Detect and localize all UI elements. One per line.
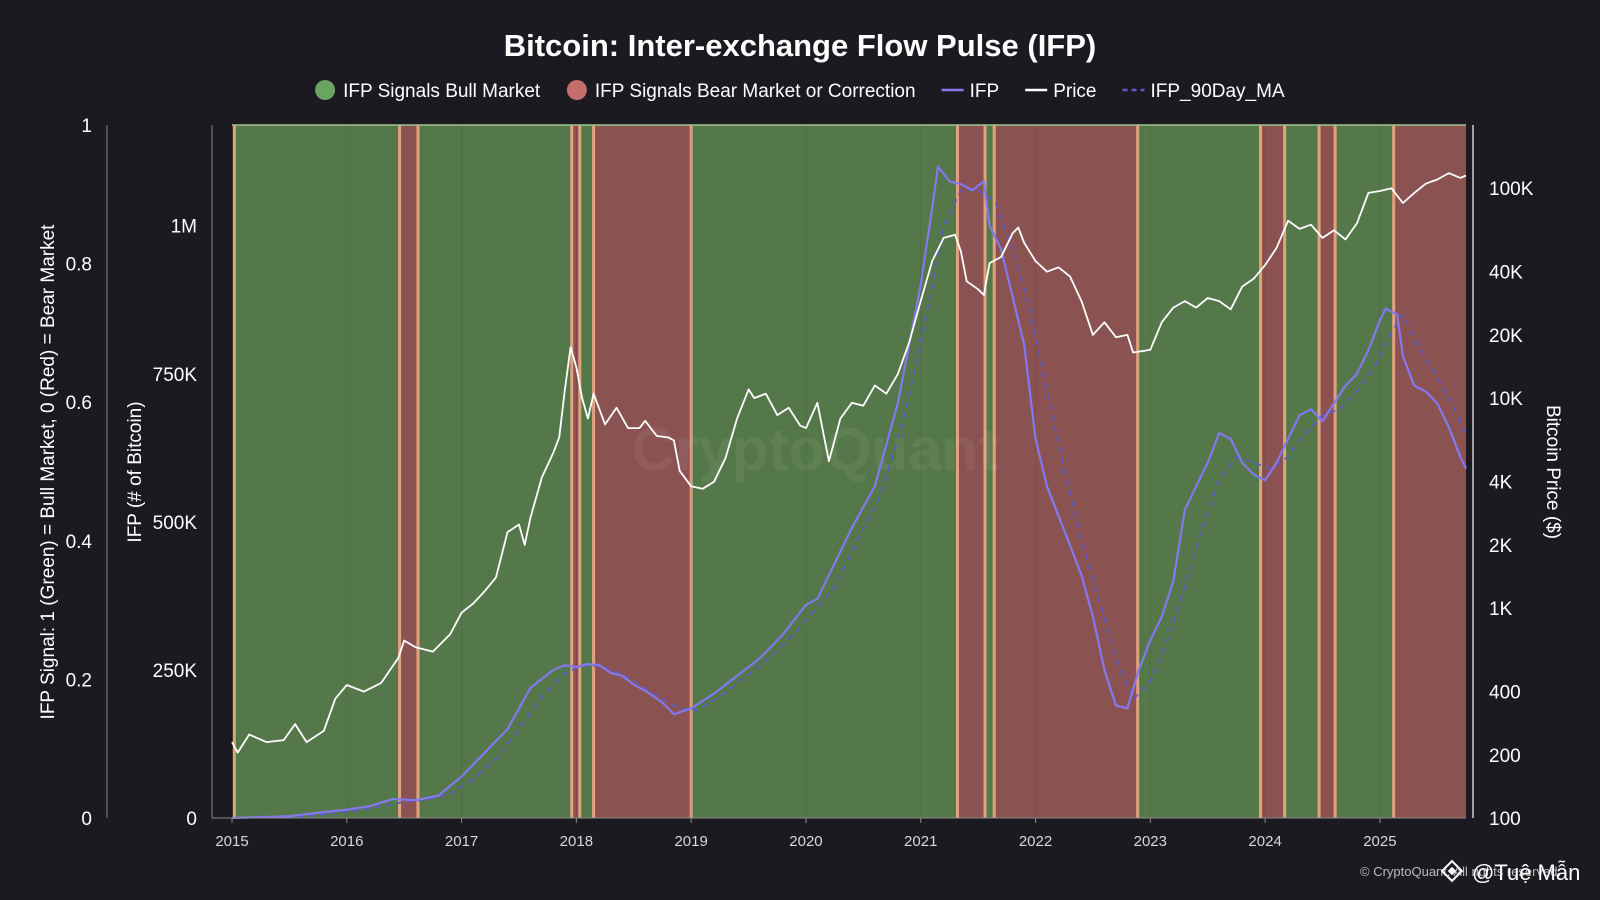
signal-axis-title: IFP Signal: 1 (Green) = Bull Market, 0 (…	[38, 224, 59, 720]
x-axis-ticks: 2015 2016 2017 2018 2019 2020 2021 2022 2023 2024…	[215, 818, 1397, 850]
legend-label: IFP Signals Bull Market	[343, 81, 541, 102]
signal-tick-label: 0.2	[66, 670, 92, 691]
series-lines	[231, 165, 1467, 820]
ifp-tick-label: 500K	[153, 513, 198, 534]
gridlines	[231, 125, 1381, 818]
price-tick-label: 100K	[1489, 179, 1534, 200]
legend-label: IFP	[970, 81, 1000, 102]
bull-band-0	[234, 125, 400, 818]
bull-band-12	[1284, 125, 1320, 818]
bull-band-4	[579, 125, 594, 818]
bull-band-8	[985, 125, 995, 818]
legend-item-1[interactable]: IFP Signals Bear Market or Correction	[566, 80, 916, 102]
signal-bands	[232, 124, 1466, 818]
author-handle: @Tuệ Mẫn	[1472, 860, 1580, 885]
binance-icon	[1440, 859, 1464, 883]
bear-band-11	[1260, 125, 1285, 818]
x-tick-label: 2020	[789, 833, 822, 850]
price-tick-label: 200	[1489, 746, 1521, 767]
x-tick-label: 2016	[330, 833, 363, 850]
price-tick-label: 1K	[1489, 599, 1513, 620]
bull-band-6	[691, 125, 958, 818]
legend-label: IFP Signals Bear Market or Correction	[595, 81, 916, 102]
legend-item-3[interactable]: Price	[1025, 81, 1096, 102]
x-tick-label: 2024	[1248, 833, 1281, 850]
signal-tick-label: 0	[81, 809, 92, 830]
price-tick-label: 4K	[1489, 473, 1513, 494]
x-tick-label: 2022	[1019, 833, 1052, 850]
bear-band-7	[957, 125, 986, 818]
x-tick-label: 2023	[1134, 833, 1167, 850]
bear-band-5	[593, 125, 692, 818]
signal-tick-label: 0.6	[66, 393, 92, 414]
x-tick-label: 2018	[560, 833, 593, 850]
x-tick-label: 2019	[674, 833, 707, 850]
price-tick-label: 40K	[1489, 263, 1523, 284]
bull-band-14	[1335, 125, 1394, 818]
ifp-tick-label: 1M	[171, 217, 197, 238]
x-tick-label: 2015	[215, 833, 248, 850]
ifp-tick-label: 750K	[153, 365, 198, 386]
series-price	[231, 172, 1467, 754]
legend: IFP Signals Bull Market IFP Signals Bear …	[315, 80, 1285, 102]
watermark: CryptoQuant	[632, 416, 999, 483]
series-ifp	[231, 165, 1467, 820]
price-tick-label: 20K	[1489, 326, 1523, 347]
ifp-axis-title: IFP (# of Bitcoin)	[125, 401, 146, 542]
legend-item-2[interactable]: IFP	[941, 81, 1000, 102]
legend-label: IFP_90Day_MA	[1151, 81, 1285, 102]
signal-tick-label: 0.4	[66, 532, 93, 553]
bear-band-13	[1319, 125, 1336, 818]
ifp-axis-ticks: 0 250K 500K 750K 1M	[153, 217, 198, 830]
bull-band-10	[1137, 125, 1261, 818]
chart-title: Bitcoin: Inter-exchange Flow Pulse (IFP)	[504, 28, 1097, 63]
signal-tick-label: 0.8	[66, 255, 92, 276]
price-tick-label: 400	[1489, 683, 1521, 704]
x-tick-label: 2021	[904, 833, 937, 850]
x-tick-label: 2017	[445, 833, 478, 850]
bear-band-15	[1393, 125, 1466, 818]
bull-band-2	[417, 125, 572, 818]
legend-item-0[interactable]: IFP Signals Bull Market	[315, 80, 541, 102]
price-tick-label: 100	[1489, 809, 1521, 830]
x-tick-label: 2025	[1363, 833, 1396, 850]
bear-band-3	[571, 125, 580, 818]
price-tick-label: 2K	[1489, 536, 1513, 557]
signal-tick-label: 1	[81, 116, 92, 137]
price-tick-label: 10K	[1489, 389, 1523, 410]
bear-band-1	[399, 125, 418, 818]
signal-axis-ticks: 0 0.2 0.4 0.6 0.8 1	[66, 116, 93, 830]
legend-dot-icon	[566, 80, 587, 100]
price-axis-ticks: 100 200 400 1K 2K 4K 10K 20K 40K 100K	[1489, 179, 1534, 830]
ifp-tick-label: 0	[186, 809, 197, 830]
price-axis-title: Bitcoin Price ($)	[1542, 405, 1563, 539]
ifp-tick-label: 250K	[153, 661, 198, 682]
legend-label: Price	[1053, 81, 1096, 102]
legend-item-4[interactable]: IFP_90Day_MA	[1122, 81, 1285, 102]
legend-dot-icon	[315, 80, 336, 100]
series-ifp-90day-ma	[231, 189, 1467, 819]
